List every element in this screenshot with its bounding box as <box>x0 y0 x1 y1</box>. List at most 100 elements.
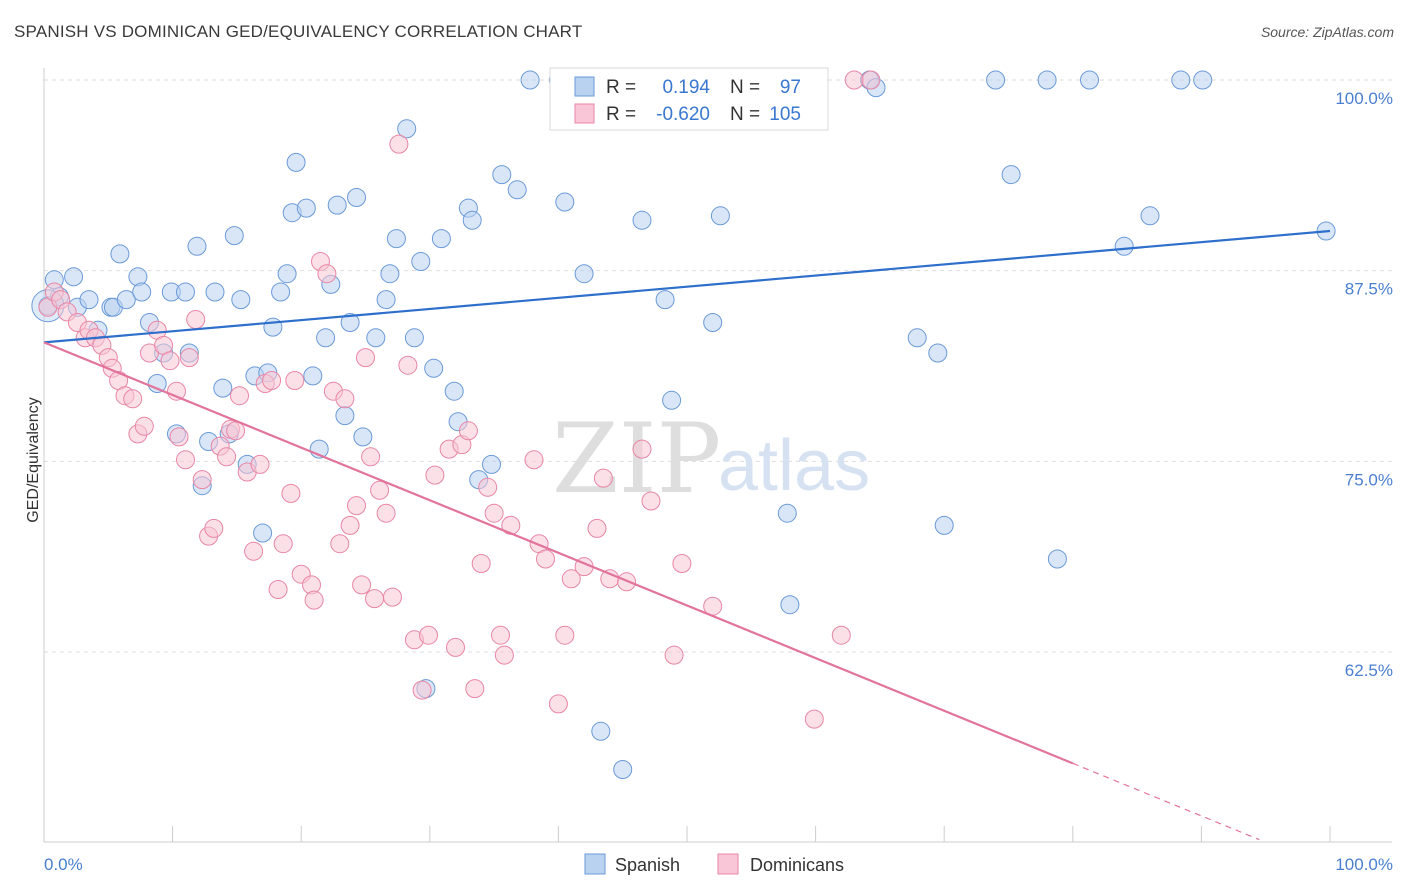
spanish-point-44 <box>340 313 360 332</box>
watermark: ZIP atlas <box>552 403 870 515</box>
dominican-point-95 <box>831 625 851 645</box>
axes <box>43 68 1392 843</box>
legend-box <box>549 67 829 131</box>
spanish-point-93 <box>1193 70 1213 90</box>
dominican-point-69 <box>465 679 485 699</box>
dominican-point-79 <box>548 694 568 714</box>
spanish-point-36 <box>286 152 306 172</box>
dominican-point-40 <box>281 483 301 503</box>
dominican-point-35 <box>250 454 270 474</box>
spanish-point-85 <box>986 70 1006 90</box>
spanish-point-84 <box>934 515 954 535</box>
dominican-point-29 <box>217 447 237 467</box>
dominican-point-54 <box>361 447 381 467</box>
dominican-point-60 <box>398 355 418 375</box>
spanish-point-78 <box>780 595 800 615</box>
dominican-point-70 <box>471 554 491 573</box>
dominican-point-23 <box>179 348 199 368</box>
dominican-point-85 <box>600 569 620 589</box>
watermark-zip: ZIP <box>552 403 721 515</box>
spanish-point-27 <box>231 290 251 310</box>
dominican-point-53 <box>356 348 375 368</box>
trend-lines <box>43 229 1331 841</box>
spanish-point-73 <box>662 390 682 410</box>
spanish-point-9 <box>110 244 130 264</box>
dominican-point-55 <box>365 589 384 609</box>
dominican-point-68 <box>458 421 478 441</box>
dominican-point-88 <box>641 491 661 511</box>
dominican-point-37 <box>262 371 282 390</box>
spanish-point-60 <box>462 210 482 230</box>
spanish-point-65 <box>520 70 540 90</box>
y-tick-label-0: 62.5% <box>1345 661 1393 680</box>
dominican-point-24 <box>186 310 206 329</box>
dominican-point-97 <box>861 70 881 90</box>
dominican-point-74 <box>494 645 514 665</box>
dominican-point-15 <box>134 416 154 436</box>
dominican-point-78 <box>536 549 555 569</box>
dominican-point-87 <box>632 439 652 459</box>
dominican-point-21 <box>169 427 189 447</box>
dominican-point-39 <box>273 534 293 554</box>
spanish-point-49 <box>380 264 400 284</box>
legend-dominican-r-label: R = <box>606 104 636 125</box>
legend-dominican-n-label: N = <box>730 104 760 125</box>
y-tick-label-2: 87.5% <box>1345 280 1393 299</box>
spanish-point-89 <box>1080 70 1099 90</box>
spanish-point-37 <box>296 198 316 218</box>
dominican-point-48 <box>330 534 350 554</box>
spanish-point-18 <box>176 282 195 302</box>
spanish-point-86 <box>1001 165 1021 185</box>
spanish-point-74 <box>703 313 723 332</box>
dominican-point-56 <box>370 480 390 500</box>
dominican-point-51 <box>347 496 366 516</box>
gridlines <box>44 79 1392 653</box>
spanish-point-47 <box>366 328 386 348</box>
bottom-legend-dominican-label: Dominicans <box>750 855 844 875</box>
spanish-point-23 <box>205 282 225 302</box>
spanish-point-48 <box>376 290 396 310</box>
dominican-point-89 <box>664 645 684 665</box>
bottom-legend-spanish-label: Spanish <box>615 855 680 875</box>
dominican-point-22 <box>176 450 195 470</box>
spanish-trend-line <box>43 229 1331 344</box>
correlation-legend: R = 0.194 N = 97 R = -0.620 N = 105 <box>549 67 829 131</box>
dominican-point-63 <box>419 625 438 645</box>
dominican-point-83 <box>587 518 607 538</box>
series-legend: Spanish Dominicans <box>584 853 844 875</box>
dominican-point-72 <box>484 503 504 523</box>
dominican-point-52 <box>352 575 372 595</box>
y-tick-label-1: 75.0% <box>1345 470 1393 489</box>
x-tick-label-min: 0.0% <box>44 855 83 874</box>
spanish-point-62 <box>482 454 501 474</box>
dominican-point-32 <box>230 386 249 406</box>
spanish-point-40 <box>316 328 336 348</box>
dominican-point-58 <box>383 587 402 607</box>
spanish-point-33 <box>271 282 291 302</box>
dominican-point-80 <box>555 625 575 645</box>
spanish-point-3 <box>64 267 84 287</box>
spanish-point-50 <box>386 229 406 249</box>
series-dominican-points <box>38 70 881 729</box>
dominican-point-41 <box>285 371 305 390</box>
legend-spanish-n-value: 97 <box>780 77 801 98</box>
dominican-point-71 <box>478 477 498 497</box>
dominican-point-13 <box>123 389 143 409</box>
dominican-point-94 <box>804 709 824 729</box>
y-tick-label-3: 100.0% <box>1335 89 1393 108</box>
spanish-point-32 <box>263 317 283 337</box>
dominican-point-49 <box>335 389 355 409</box>
dominican-point-46 <box>317 264 337 284</box>
spanish-point-20 <box>187 236 207 256</box>
spanish-point-30 <box>253 523 273 543</box>
dominican-point-34 <box>244 541 264 561</box>
spanish-point-83 <box>928 343 948 363</box>
dominican-point-27 <box>204 518 224 538</box>
spanish-point-57 <box>444 381 464 401</box>
spanish-point-34 <box>277 264 297 284</box>
spanish-point-82 <box>907 328 927 348</box>
dominican-point-66 <box>446 637 465 657</box>
spanish-point-42 <box>327 195 347 215</box>
dominican-point-44 <box>304 590 324 610</box>
spanish-point-90 <box>1114 236 1134 256</box>
